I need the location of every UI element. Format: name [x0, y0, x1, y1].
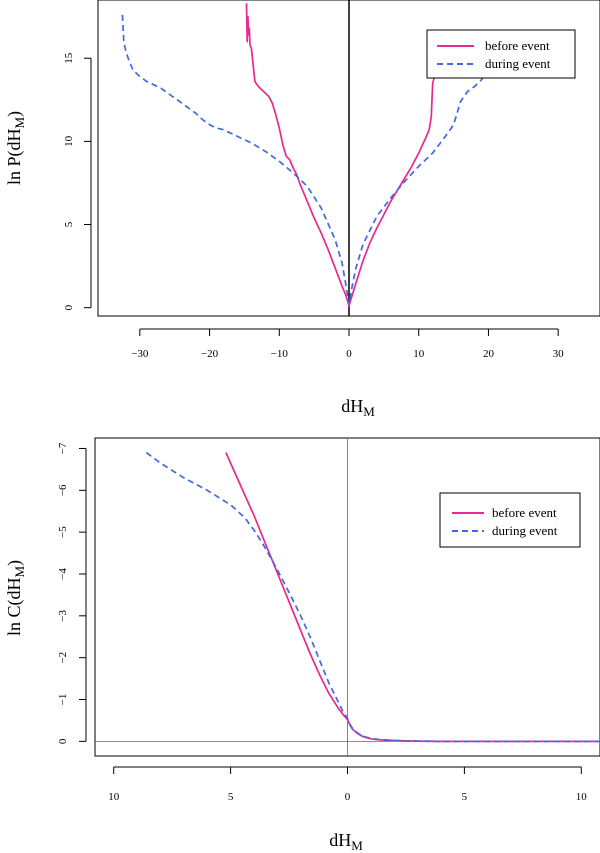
- y-axis-title: ln P(dHM): [4, 111, 27, 185]
- series-layer: [121, 3, 493, 307]
- x-tick-label: 30: [553, 348, 565, 360]
- y-tick-label: −3: [57, 609, 69, 621]
- x-axis: −30 −20 −10 0 10 20 30: [131, 328, 565, 360]
- x-tick-label: 10: [108, 791, 120, 803]
- legend-label-during: during event: [492, 523, 558, 538]
- y-axis-title: ln C(dHM): [4, 560, 27, 636]
- x-tick-label: −20: [201, 348, 219, 360]
- legend-label-before: before event: [492, 505, 557, 520]
- x-tick-label: 20: [483, 348, 495, 360]
- series-line-during-event: [121, 14, 493, 306]
- series-layer: [145, 451, 600, 743]
- x-tick-label: 5: [462, 791, 468, 803]
- y-axis: 0 5 10 15: [63, 52, 92, 310]
- y-tick-label: −4: [57, 568, 69, 580]
- y-axis: 0 −1 −2 −3 −4 −5 −6 −7: [57, 442, 87, 744]
- y-tick-label: −5: [57, 526, 69, 538]
- legend-label-during: during event: [485, 56, 551, 71]
- x-tick-label: 0: [345, 791, 351, 803]
- x-tick-label: −10: [271, 348, 289, 360]
- y-tick-label: 0: [57, 738, 69, 744]
- y-tick-label: 15: [63, 52, 75, 64]
- legend-label-before: before event: [485, 38, 550, 53]
- y-tick-label: −1: [57, 694, 69, 706]
- chart-probability-density: −30 −20 −10 0 10 20 30 0 5 10 15 dHM ln P(dHM) be…: [4, 0, 600, 419]
- x-tick-label: 5: [228, 791, 234, 803]
- x-axis-title: dHM: [329, 830, 363, 853]
- x-tick-label: −30: [131, 348, 149, 360]
- chart-cumulative: 10 5 0 5 10 0 −1 −2 −3 −4 −5 −6 −7 dHM ln C(dHM) be…: [4, 437, 600, 853]
- legend: before event during event: [439, 492, 581, 548]
- x-tick-label: 10: [576, 791, 588, 803]
- x-tick-label: 0: [346, 348, 352, 360]
- legend: before event during event: [426, 29, 576, 79]
- x-tick-label: 10: [413, 348, 425, 360]
- legend-box: [439, 492, 581, 548]
- series-line-during-event: [145, 451, 600, 743]
- legend-box: [426, 29, 576, 79]
- x-axis-title: dHM: [341, 396, 375, 419]
- x-axis: 10 5 0 5 10: [108, 766, 588, 803]
- y-tick-label: 5: [63, 221, 75, 227]
- y-tick-label: −2: [57, 652, 69, 664]
- y-tick-label: −7: [57, 442, 69, 454]
- series-line-before-event: [245, 3, 438, 307]
- y-tick-label: 0: [63, 304, 75, 310]
- y-tick-label: 10: [63, 135, 75, 147]
- reference-lines: [95, 438, 600, 756]
- y-tick-label: −6: [57, 484, 69, 496]
